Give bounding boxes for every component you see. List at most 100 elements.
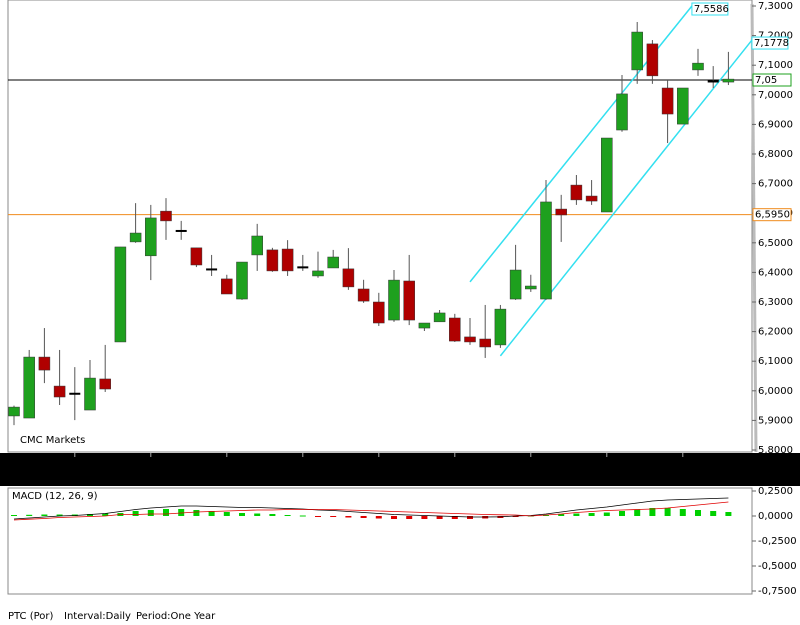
y-tick-label: 7,2000 bbox=[758, 31, 793, 42]
y-tick-label: 0,2500 bbox=[758, 486, 793, 497]
candle-body bbox=[69, 392, 81, 395]
candle-body bbox=[601, 137, 613, 213]
x-tick-label: 29 bbox=[600, 458, 613, 469]
y-tick-label: 6,2000 bbox=[758, 327, 793, 338]
macd-bar bbox=[679, 509, 686, 516]
macd-bar bbox=[603, 512, 610, 516]
candle-body bbox=[707, 80, 719, 83]
macd-bar bbox=[239, 513, 245, 516]
candle-body bbox=[84, 377, 96, 411]
trend-label-box bbox=[751, 36, 789, 50]
x-tick-label: 18 bbox=[144, 458, 157, 469]
level-label-box bbox=[752, 208, 792, 222]
candle-body bbox=[449, 317, 461, 342]
macd-bar bbox=[132, 511, 139, 516]
candle-body bbox=[114, 246, 127, 343]
level-label: 7,05 bbox=[755, 75, 777, 86]
y-tick-label: -0,7500 bbox=[758, 586, 797, 597]
candle-body bbox=[175, 229, 187, 232]
macd-bar bbox=[163, 509, 169, 516]
candle-body bbox=[509, 269, 522, 300]
y-tick-label: 7,3000 bbox=[758, 1, 793, 12]
macd-bar bbox=[588, 513, 595, 516]
macd-bar bbox=[436, 516, 443, 519]
macd-bar bbox=[543, 515, 549, 516]
candle-body bbox=[403, 280, 415, 321]
macd-line bbox=[13, 501, 729, 521]
macd-bar bbox=[391, 516, 397, 519]
x-tick-label: 25 bbox=[220, 458, 233, 469]
macd-bar bbox=[573, 513, 580, 516]
x-tick-label: 8 bbox=[376, 458, 382, 469]
month-label: Jun bbox=[289, 473, 306, 484]
candle-body bbox=[388, 279, 400, 321]
macd-bar bbox=[193, 510, 200, 516]
y-tick-label: 5,8000 bbox=[758, 445, 793, 456]
macd-bar bbox=[467, 516, 473, 519]
candle-body bbox=[555, 208, 567, 216]
candle-body bbox=[221, 278, 233, 295]
macd-bar bbox=[512, 516, 519, 517]
trend-label-box bbox=[691, 2, 729, 16]
y-tick-label: 6,0000 bbox=[758, 386, 793, 397]
x-tick-label: 22 bbox=[524, 458, 537, 469]
candle-body bbox=[525, 285, 537, 290]
x-tick-label: 15 bbox=[448, 458, 461, 469]
trend-label: 7,1778 bbox=[754, 38, 789, 49]
panel-shadow bbox=[750, 3, 758, 453]
candle-body bbox=[38, 356, 51, 371]
y-tick-label: -0,5000 bbox=[758, 561, 797, 572]
macd-bar bbox=[254, 513, 261, 516]
candle-body bbox=[53, 385, 66, 398]
x-tick-label: 6 bbox=[680, 458, 686, 469]
footer-interval: Interval:Daily bbox=[64, 611, 131, 622]
candle-body bbox=[8, 406, 20, 417]
candle-body bbox=[570, 184, 583, 201]
y-tick-label: 6,9000 bbox=[758, 119, 793, 130]
macd-bar bbox=[315, 516, 321, 517]
candle-body bbox=[251, 235, 263, 256]
macd-bar bbox=[26, 514, 33, 516]
candle-body bbox=[677, 87, 689, 125]
trend-label: 7,5586 bbox=[694, 4, 729, 15]
candle-body bbox=[722, 78, 735, 83]
y-tick-label: 6,7000 bbox=[758, 179, 793, 190]
macd-bar bbox=[634, 509, 641, 516]
macd-bar bbox=[147, 510, 154, 516]
macd-bar bbox=[56, 514, 63, 516]
candle-body bbox=[357, 288, 370, 302]
macd-panel bbox=[7, 487, 753, 595]
macd-bar bbox=[102, 513, 109, 516]
macd-bar bbox=[284, 515, 291, 516]
candle-body bbox=[190, 247, 203, 266]
y-tick-label: 6,5000 bbox=[758, 238, 793, 249]
level-label-box bbox=[752, 73, 792, 87]
macd-bar bbox=[619, 511, 625, 516]
candle-body bbox=[342, 268, 355, 288]
macd-title: MACD (12, 26, 9) bbox=[12, 491, 98, 502]
y-tick-label: 0,0000 bbox=[758, 511, 793, 522]
macd-bar bbox=[375, 516, 382, 519]
annotation: CMC Markets bbox=[20, 435, 85, 446]
candle-body bbox=[479, 338, 491, 348]
macd-bar bbox=[725, 512, 732, 516]
candle-body bbox=[646, 43, 659, 77]
y-tick-label: 5,9000 bbox=[758, 415, 793, 426]
candle-body bbox=[160, 210, 172, 222]
y-tick-label: 6,4000 bbox=[758, 267, 793, 278]
y-tick-label: -0,2500 bbox=[758, 536, 797, 547]
candle-body bbox=[616, 93, 628, 131]
candle-body bbox=[297, 266, 309, 269]
candle-body bbox=[23, 356, 35, 419]
candle-body bbox=[129, 232, 142, 243]
macd-bar bbox=[710, 511, 717, 516]
macd-bar bbox=[649, 508, 656, 516]
macd-bar bbox=[178, 509, 185, 516]
candle-body bbox=[281, 248, 294, 272]
candle-body bbox=[661, 87, 674, 115]
x-tick-label: 1 bbox=[300, 458, 306, 469]
macd-bar bbox=[330, 516, 337, 517]
macd-bar bbox=[558, 514, 565, 516]
y-tick-label: 6,3000 bbox=[758, 297, 793, 308]
